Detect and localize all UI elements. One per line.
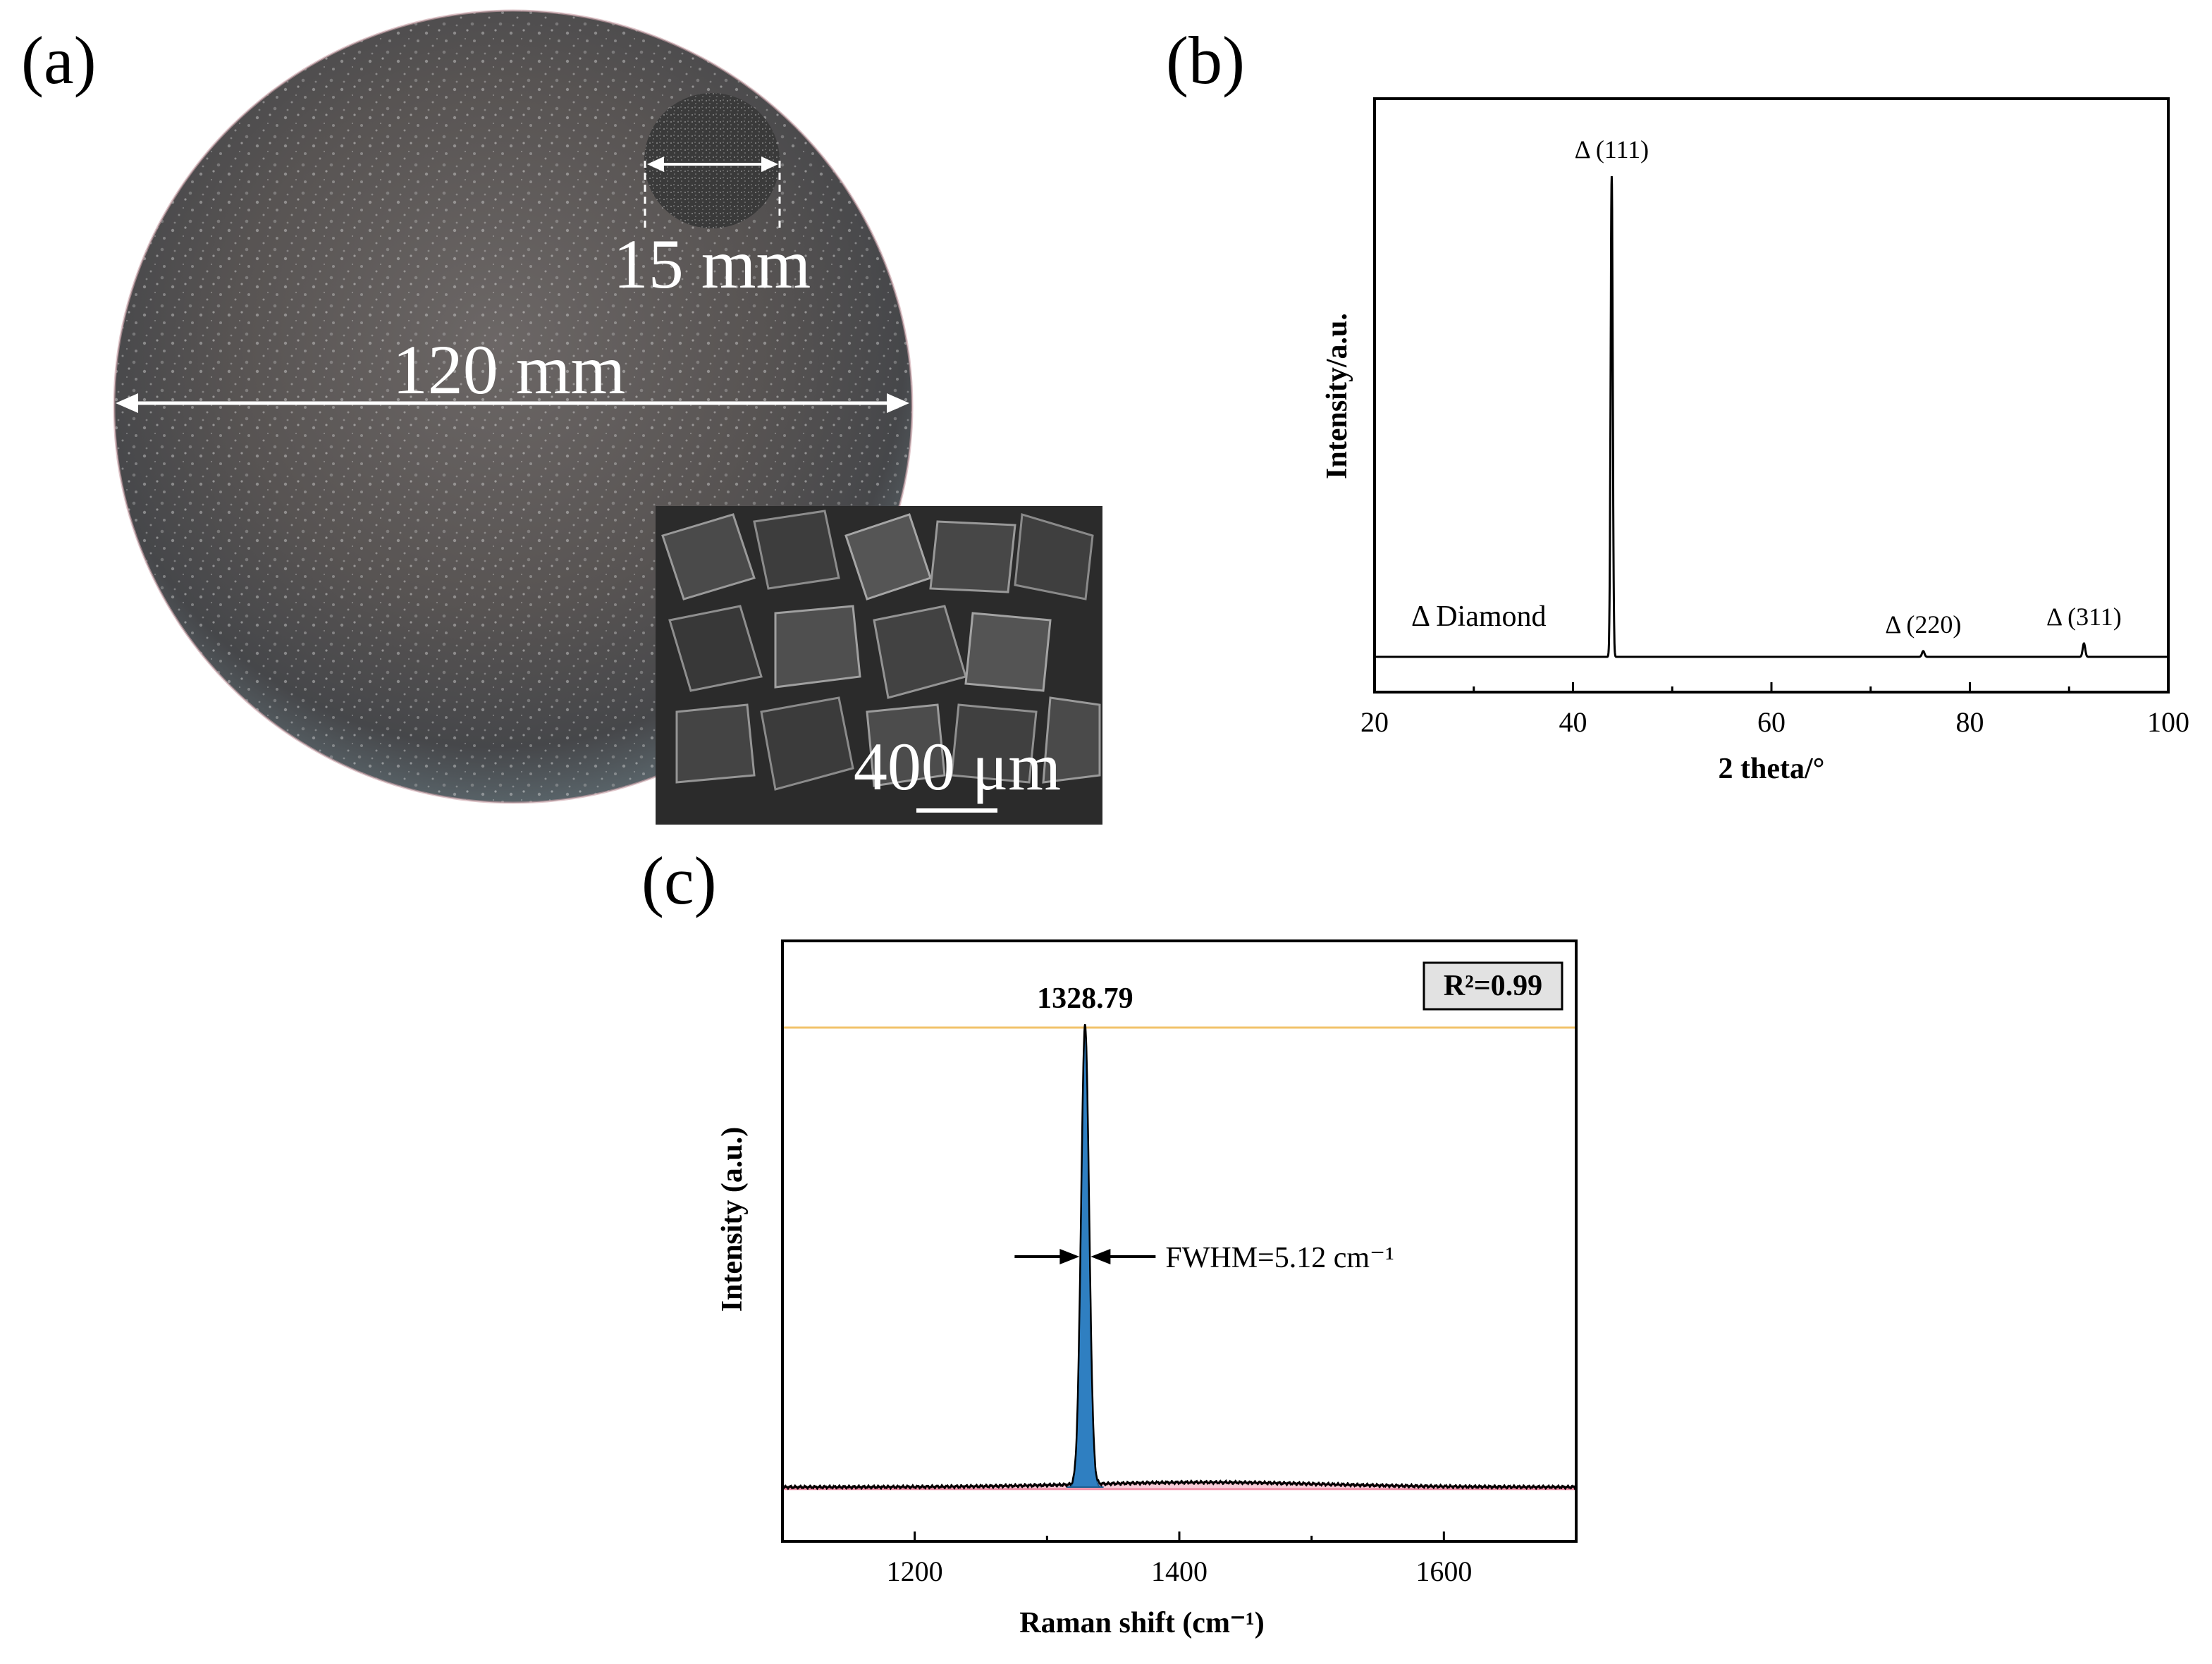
diameter-arrow [116, 393, 909, 413]
r2-label: R²=0.99 [1444, 970, 1542, 1002]
xrd-spectrum-line [1375, 175, 2168, 658]
inset-diameter-label: 15 mm [613, 225, 811, 303]
r2-box: R²=0.99 [1423, 961, 1563, 1011]
sphere-diameter-label: 120 mm [393, 331, 626, 409]
raman-peak-label: 1328.79 [1037, 982, 1133, 1015]
xrd-peak-label: Δ (220) [1885, 610, 1961, 639]
xrd-peak-labels: Δ (111) Δ (220) Δ (311) [1575, 135, 2122, 639]
panel-b: (b) 20 40 60 80 100 Δ (111) Δ (220) Δ (311) Δ … [1166, 23, 2189, 785]
raman-x-axis: 1200 1400 1600 [887, 1532, 1472, 1587]
fwhm-label: FWHM=5.12 cm⁻¹ [1165, 1242, 1394, 1274]
raman-x-tick-label: 1600 [1415, 1555, 1472, 1587]
fwhm-arrows [1014, 1249, 1156, 1264]
raman-x-tick-label: 1200 [887, 1555, 943, 1587]
xrd-y-axis-title: Intensity/a.u. [1321, 313, 1353, 479]
xrd-legend-text: Δ Diamond [1411, 600, 1547, 633]
xrd-x-axis: 20 40 60 80 100 [1360, 682, 2189, 738]
panel-b-letter: (b) [1166, 23, 1245, 98]
xrd-peak-label: Δ (311) [2046, 603, 2122, 631]
raman-x-axis-title: Raman shift (cm⁻¹) [1019, 1607, 1264, 1639]
sem-scale-label: 400 μm [854, 729, 1061, 804]
fwhm-right-arrow-head [1090, 1249, 1111, 1264]
xrd-peak-label: Δ (111) [1575, 135, 1649, 164]
xrd-x-tick-label: 60 [1757, 706, 1786, 738]
panel-a-letter: (a) [21, 23, 97, 98]
raman-y-axis-title: Intensity (a.u.) [716, 1127, 749, 1312]
xrd-x-tick-label: 100 [2147, 706, 2189, 738]
fwhm-left-arrow-head [1059, 1249, 1080, 1264]
panel-c-letter: (c) [641, 843, 717, 918]
panel-c: (c) 1200 1400 1600 1328.79 R²=0.99 FWHM=5.… [641, 843, 1578, 1639]
xrd-x-axis-title: 2 theta/° [1719, 753, 1825, 785]
sem-image [656, 506, 1102, 825]
xrd-x-tick-label: 40 [1559, 706, 1587, 738]
raman-x-tick-label: 1400 [1151, 1555, 1208, 1587]
xrd-x-tick-label: 80 [1956, 706, 1984, 738]
inset-disc [644, 93, 781, 233]
xrd-x-tick-label: 20 [1360, 706, 1389, 738]
raman-spectrum-line [782, 1024, 1577, 1491]
panel-a: (a) 15 mm 120 mm [21, 9, 1102, 825]
raman-plot-frame [781, 939, 1578, 1543]
